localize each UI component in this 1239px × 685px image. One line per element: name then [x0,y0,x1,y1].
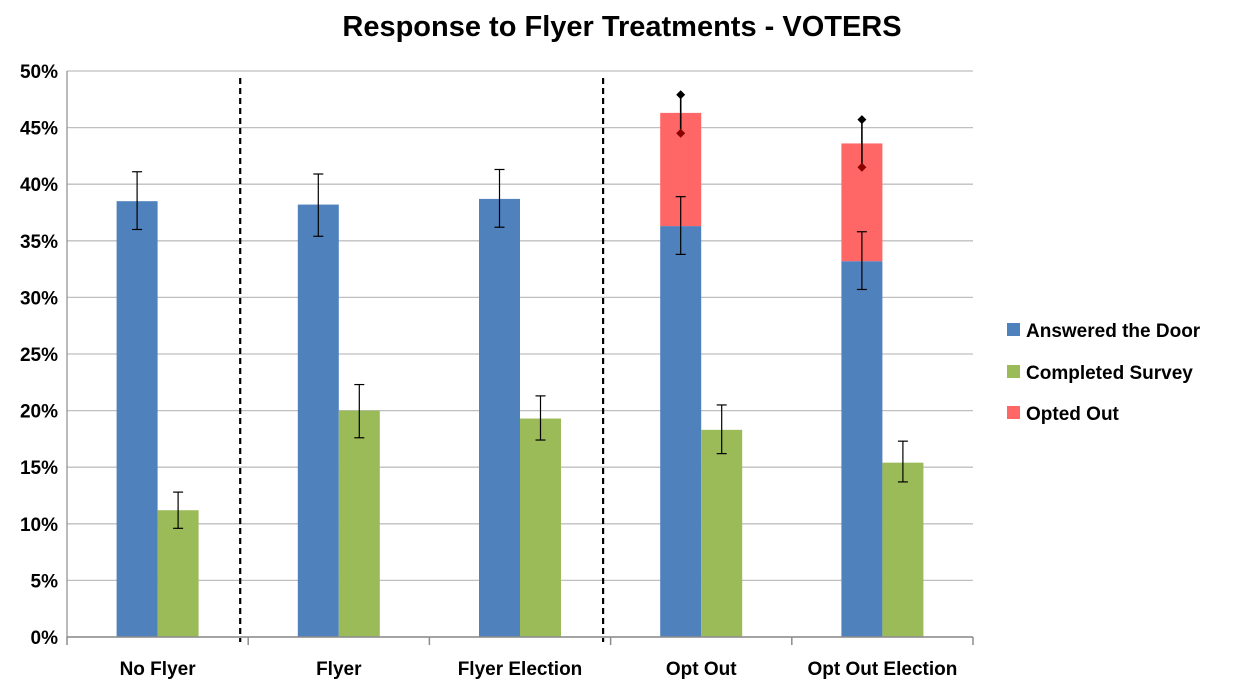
y-tick-label: 20% [20,402,58,423]
legend-swatch [1007,365,1020,378]
y-tick-label: 30% [20,288,58,309]
category-labels: No Flyer Flyer Flyer Election Opt Out Opt Ou… [120,659,958,680]
legend-label: Completed Survey [1026,363,1193,384]
x-tick-label: Opt Out Election [807,659,957,680]
x-tick-label: Opt Out [666,659,737,680]
x-tick-label: Flyer Election [458,659,583,680]
bar-answered-the-door [116,201,158,637]
y-tick-label: 0% [31,628,59,649]
y-tick-label: 35% [20,232,58,253]
y-tick-label: 5% [31,571,59,592]
bars [116,112,924,638]
legend-label: Answered the Door [1026,321,1201,342]
legend: Answered the Door Completed Survey Opted O… [1007,321,1201,425]
opted-out-marker [676,90,686,100]
bar-completed-survey [338,410,380,637]
y-tick-label: 45% [20,119,58,140]
y-tick-label: 15% [20,458,58,479]
legend-label: Opted Out [1026,404,1120,425]
x-tick-label: Flyer [316,659,362,680]
bar-answered-the-door [660,226,702,638]
opted-out-marker [857,162,867,172]
y-tick-label: 40% [20,175,58,196]
y-tick-label: 50% [20,62,58,83]
bar-answered-the-door [841,261,883,637]
x-tick-label: No Flyer [120,659,197,680]
y-tick-label: 25% [20,345,58,366]
opted-out-marker [857,115,867,125]
bar-completed-survey [882,462,924,637]
bar-answered-the-door [297,204,339,638]
legend-swatch [1007,406,1020,419]
opted-out-marker [676,128,686,138]
bar-completed-survey [520,418,561,637]
group-separators [239,78,605,642]
bar-answered-the-door [479,198,520,637]
y-tick-label: 10% [20,515,58,536]
chart-title: Response to Flyer Treatments - VOTERS [342,11,901,43]
legend-swatch [1007,323,1020,336]
x-axis [66,71,974,645]
bar-completed-survey [157,510,199,637]
y-axis-ticks: 0% 5% 10% 15% 20% 25% 30% 35% 40% 45% 50% [20,62,58,649]
bar-completed-survey [701,429,743,637]
error-bars [132,90,908,529]
